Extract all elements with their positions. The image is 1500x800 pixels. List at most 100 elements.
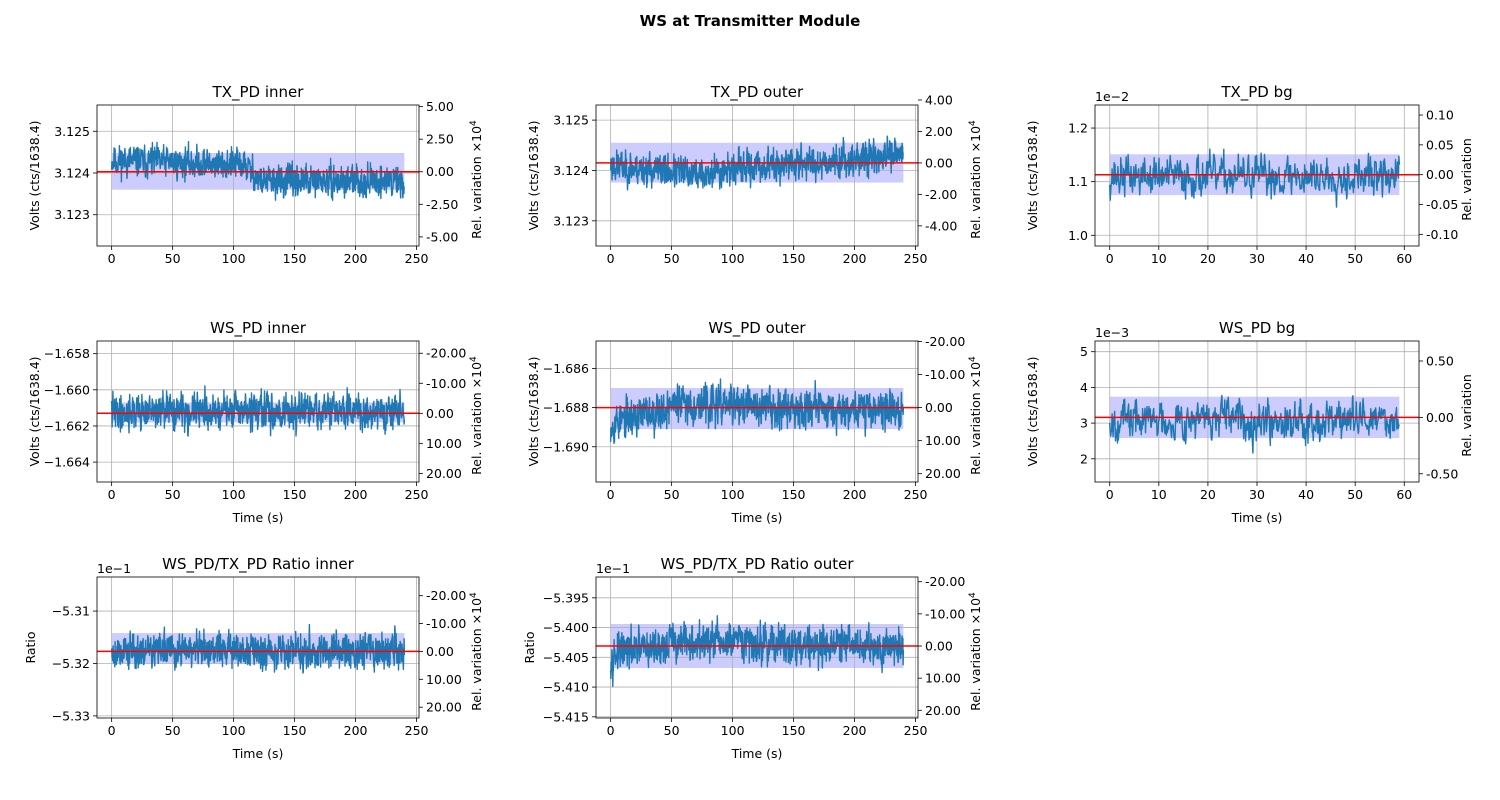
y2-axis-label: Rel. variation ×104 <box>968 356 983 475</box>
series-line-1 <box>609 378 905 445</box>
subplot-3: 0 10 20 30 40 50 60 1.0 1.1 1.2 0.10 0.05 0.00 -0.05 -… <box>1025 83 1474 266</box>
y-axis-label: Volts (cts/1638.4) <box>27 120 42 230</box>
x-tick-label: 200 <box>344 723 368 738</box>
y2-tick-label: 0.00 <box>426 164 454 179</box>
series-line-1 <box>110 623 406 674</box>
y-axis-label: Volts (cts/1638.4) <box>1025 120 1040 230</box>
y-tick-label: −1.686 <box>543 361 589 376</box>
subplot-title: TX_PD inner <box>212 83 305 102</box>
subplot-7: 0 50 100 150 200 250 −5.31 −5.32 −5.33 -20.00 -10.… <box>23 555 484 761</box>
y-tick-label: 3.124 <box>553 163 589 178</box>
y2-tick-label: 0.00 <box>426 644 454 659</box>
x-tick-label: 50 <box>664 251 680 266</box>
x-tick-label: 100 <box>222 251 246 266</box>
x-tick-label: 0 <box>108 487 116 502</box>
x-tick-label: 50 <box>165 487 181 502</box>
x-tick-label: 50 <box>664 487 680 502</box>
x-tick-label: 250 <box>904 251 928 266</box>
y-offset-text: 1e−1 <box>97 561 131 576</box>
y2-tick-label: 0.10 <box>1426 108 1454 123</box>
x-tick-label: 30 <box>1249 251 1265 266</box>
y2-tick-label: 10.00 <box>426 436 462 451</box>
series-line-1 <box>110 385 406 437</box>
y2-tick-label: 20.00 <box>925 466 961 481</box>
subplot-title: WS_PD/TX_PD Ratio outer <box>660 555 854 574</box>
y2-tick-label: 10.00 <box>925 433 961 448</box>
y2-tick-label: 20.00 <box>426 466 462 481</box>
subplot-8: 0 50 100 150 200 250 −5.395 −5.400 −5.405 −5.410 −… <box>522 555 983 761</box>
y-tick-label: 3.123 <box>54 207 90 222</box>
y-tick-label: 5 <box>1080 344 1088 359</box>
y-tick-label: −5.400 <box>543 620 589 635</box>
axes-frame <box>595 576 919 719</box>
y2-tick-label: -2.50 <box>426 197 458 212</box>
y-axis-label: Ratio <box>522 631 537 663</box>
y-tick-label: 3.124 <box>54 165 90 180</box>
x-axis-label: Time (s) <box>232 746 284 761</box>
y2-tick-label: -2.00 <box>925 187 957 202</box>
y-offset-text: 1e−3 <box>1095 325 1129 340</box>
y2-axis-label: Rel. variation ×104 <box>968 592 983 711</box>
x-tick-label: 40 <box>1298 487 1314 502</box>
x-tick-label: 150 <box>782 723 806 738</box>
x-tick-label: 150 <box>283 723 307 738</box>
y-axis-label: Ratio <box>23 631 38 663</box>
y2-tick-label: -10.00 <box>925 606 965 621</box>
y-tick-label: 1.1 <box>1068 174 1088 189</box>
x-tick-label: 50 <box>165 251 181 266</box>
x-axis-label: Time (s) <box>731 746 783 761</box>
y2-tick-label: 20.00 <box>925 703 961 718</box>
x-tick-label: 10 <box>1151 251 1167 266</box>
x-tick-label: 0 <box>108 251 116 266</box>
y2-tick-label: 5.00 <box>426 99 454 114</box>
x-tick-label: 0 <box>1106 487 1114 502</box>
axes-frame <box>96 340 420 483</box>
x-tick-label: 150 <box>782 251 806 266</box>
x-tick-label: 250 <box>405 723 429 738</box>
x-tick-label: 0 <box>607 723 615 738</box>
y2-tick-label: 0.00 <box>1426 410 1454 425</box>
y-axis-label: Volts (cts/1638.4) <box>526 356 541 466</box>
y2-tick-label: -20.00 <box>426 346 466 361</box>
y2-tick-label: 10.00 <box>925 671 961 686</box>
x-tick-label: 60 <box>1396 487 1412 502</box>
y2-tick-label: 0.00 <box>925 155 953 170</box>
x-tick-label: 50 <box>1347 251 1363 266</box>
y-tick-label: 1.0 <box>1068 228 1088 243</box>
x-tick-label: 200 <box>843 251 867 266</box>
x-tick-label: 250 <box>405 251 429 266</box>
y-tick-label: −5.33 <box>52 708 90 723</box>
x-axis-label: Time (s) <box>232 510 284 525</box>
y-axis-label: Volts (cts/1638.4) <box>27 356 42 466</box>
x-tick-label: 200 <box>344 251 368 266</box>
subplot-title: WS_PD inner <box>210 319 307 338</box>
y2-tick-label: -0.10 <box>1426 227 1458 242</box>
y2-tick-label: -0.50 <box>1426 466 1458 481</box>
y-axis-label: Volts (cts/1638.4) <box>526 120 541 230</box>
x-tick-label: 100 <box>721 487 745 502</box>
y-offset-text: 1e−2 <box>1095 89 1129 104</box>
y2-axis-label: Rel. variation ×104 <box>469 120 484 239</box>
subplot-1: 0 50 100 150 200 250 3.123 3.124 3.125 5.00 2.50 0.… <box>27 83 484 266</box>
y-tick-label: −5.32 <box>52 656 90 671</box>
x-tick-label: 100 <box>222 487 246 502</box>
y2-axis-label: Rel. variation <box>1459 374 1474 457</box>
y-tick-label: −1.662 <box>44 418 90 433</box>
x-tick-label: 60 <box>1396 251 1412 266</box>
y2-tick-label: 0.50 <box>1426 353 1454 368</box>
subplot-title: WS_PD bg <box>1219 319 1295 338</box>
y-tick-label: −5.395 <box>543 590 589 605</box>
series-line-1 <box>1109 394 1400 454</box>
y2-tick-label: -20.00 <box>925 574 965 589</box>
y2-axis-label: Rel. variation ×104 <box>968 120 983 239</box>
x-tick-label: 150 <box>283 251 307 266</box>
series-line-1 <box>609 135 904 191</box>
subplot-title: WS_PD/TX_PD Ratio inner <box>162 555 354 574</box>
y-tick-label: 4 <box>1080 380 1088 395</box>
subplot-title: WS_PD outer <box>708 319 806 338</box>
y2-tick-label: -20.00 <box>426 588 466 603</box>
x-tick-label: 100 <box>222 723 246 738</box>
x-tick-label: 0 <box>607 251 615 266</box>
x-tick-label: 250 <box>405 487 429 502</box>
axes-frame <box>96 576 420 719</box>
